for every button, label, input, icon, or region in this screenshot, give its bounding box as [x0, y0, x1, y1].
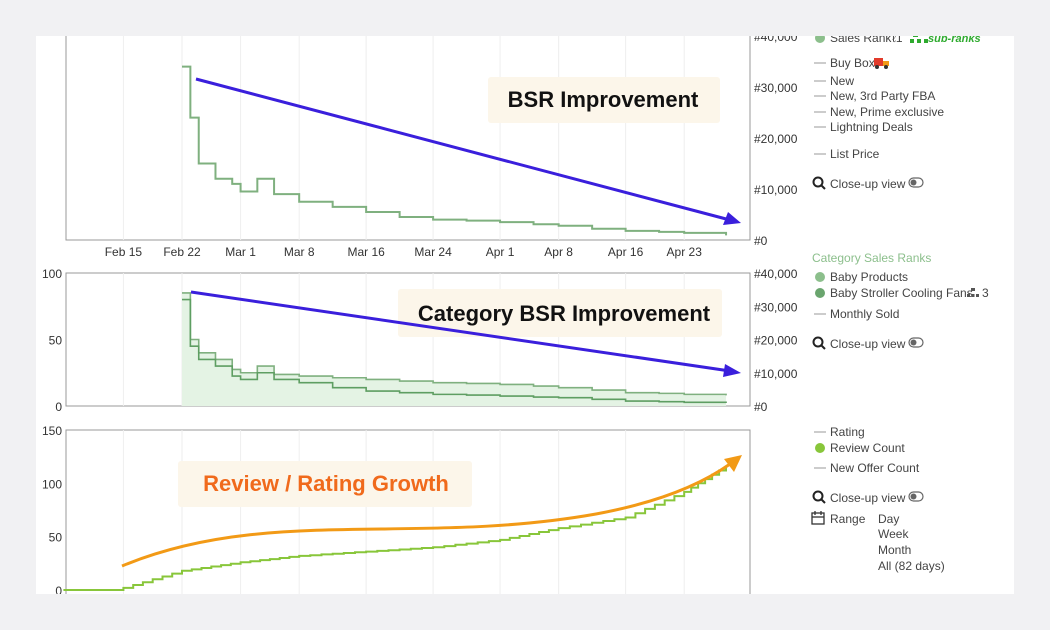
y-tick-label: #0 [754, 234, 768, 248]
y-tick-label: 0 [55, 584, 62, 594]
y-tick-label: #10,000 [754, 367, 798, 381]
legend-cooling-fans[interactable]: Baby Stroller Cooling Fans [830, 286, 973, 300]
growth-arrow-head [724, 455, 742, 472]
category-sales-ranks-head: Category Sales Ranks [812, 251, 931, 265]
x-tick-label: Feb 22 [163, 245, 201, 259]
y-tick-label: 50 [49, 334, 63, 348]
baby-products-line [182, 292, 727, 396]
closeup-toggle[interactable] [908, 337, 924, 348]
category-bsr-annotation: Category BSR Improvement [418, 301, 711, 326]
y-tick-label: #30,000 [754, 81, 798, 95]
cooling-fans-dot [815, 288, 825, 298]
trend-arrow-line [195, 77, 731, 222]
review-growth-annotation: Review / Rating Growth [203, 471, 449, 496]
legend-baby-products[interactable]: Baby Products [830, 270, 908, 284]
legend-new[interactable]: New [830, 74, 854, 88]
y-tick-label: #20,000 [754, 334, 798, 348]
magnifier-icon[interactable] [812, 336, 826, 350]
x-tick-label: Feb 15 [105, 245, 143, 259]
legend-lightning-deals[interactable]: Lightning Deals [830, 120, 913, 134]
review-count-line [63, 466, 727, 591]
calendar-icon [811, 511, 825, 525]
category-rank-panel: 0 50 100 #0 #10,000 #20,000 #30,000 #40,000 Ca… [42, 267, 798, 414]
x-tick-label: Mar 16 [347, 245, 385, 259]
bsr-annotation: BSR Improvement [508, 87, 699, 112]
range-label: Range [830, 512, 866, 526]
y-tick-label: #40,000 [754, 36, 798, 44]
legend-new-offer-count[interactable]: New Offer Count [830, 461, 920, 475]
annotation-box [488, 77, 720, 123]
y-tick-label: 100 [42, 477, 62, 491]
y-tick-label: #30,000 [754, 300, 798, 314]
cooling-fans-count: 3 [982, 286, 989, 300]
range-week[interactable]: Week [878, 527, 909, 541]
legend-monthly-sold[interactable]: Monthly Sold [830, 307, 899, 321]
x-tick-label: Apr 16 [608, 245, 644, 259]
x-tick-label: Mar 1 [225, 245, 256, 259]
y-tick-label: #20,000 [754, 132, 798, 146]
keepa-charts: Feb 15 Feb 22 Mar 1 Mar 8 Mar 16 Mar 24 Apr 1 A… [42, 36, 989, 594]
reviews-legend: Rating Review Count New Offer Count Clos… [811, 425, 945, 573]
trend-arrow-head [723, 364, 741, 377]
y-tick-label: 100 [42, 267, 62, 281]
legend-list-price[interactable]: List Price [830, 147, 880, 161]
sub-ranks-link[interactable]: sub-ranks [928, 36, 981, 45]
trend-arrow-head [723, 212, 741, 225]
closeup-view-label[interactable]: Close-up view [830, 177, 906, 191]
cooling-fans-line [182, 298, 727, 404]
x-tick-label: Apr 23 [667, 245, 703, 259]
sub-ranks-icon[interactable] [910, 36, 928, 43]
legend-new-prime[interactable]: New, Prime exclusive [830, 105, 944, 119]
growth-arrow-line [121, 462, 731, 568]
sales-rank-legend: Sales Rank ℓ1 sub-ranks Buy Box New New,… [812, 36, 981, 191]
sort-icon[interactable]: ℓ1 [892, 36, 903, 45]
legend-rating[interactable]: Rating [830, 425, 865, 439]
legend-new-fba[interactable]: New, 3rd Party FBA [830, 89, 935, 103]
range-all[interactable]: All (82 days) [878, 559, 945, 573]
x-tick-label: Mar 8 [284, 245, 315, 259]
review-count-dot [815, 443, 825, 453]
y-tick-label: #0 [754, 400, 768, 414]
y-tick-label: 50 [49, 531, 63, 545]
legend-buy-box[interactable]: Buy Box [830, 56, 875, 70]
closeup-view-label[interactable]: Close-up view [830, 337, 906, 351]
legend-review-count[interactable]: Review Count [830, 441, 905, 455]
hierarchy-icon [967, 288, 979, 297]
chart-card: Feb 15 Feb 22 Mar 1 Mar 8 Mar 16 Mar 24 Apr 1 A… [36, 36, 1014, 594]
x-tick-label: Apr 8 [544, 245, 573, 259]
sales-rank-dot [815, 36, 825, 43]
y-tick-label: #40,000 [754, 267, 798, 281]
magnifier-icon[interactable] [812, 176, 826, 190]
y-tick-label: #10,000 [754, 183, 798, 197]
baby-products-dot [815, 272, 825, 282]
magnifier-icon[interactable] [812, 490, 826, 504]
reviews-plot-area [65, 429, 751, 594]
closeup-view-label[interactable]: Close-up view [830, 491, 906, 505]
x-tick-label: Mar 24 [414, 245, 452, 259]
closeup-toggle[interactable] [908, 177, 924, 188]
sales-rank-panel: Feb 15 Feb 22 Mar 1 Mar 8 Mar 16 Mar 24 Apr 1 A… [65, 36, 798, 259]
truck-icon [874, 58, 889, 69]
legend-sales-rank[interactable]: Sales Rank [830, 36, 892, 45]
trend-arrow-line [190, 290, 731, 373]
category-legend: Category Sales Ranks Baby Products Baby … [812, 251, 989, 351]
annotation-box [178, 461, 472, 507]
sales-rank-plot-area [65, 36, 751, 241]
category-area-fill [182, 292, 727, 406]
sales-rank-line [182, 65, 728, 236]
reviews-panel: 0 50 100 150 Review / Rating Growth [42, 424, 751, 594]
annotation-box [398, 289, 722, 337]
y-tick-label: 150 [42, 424, 62, 438]
range-day[interactable]: Day [878, 512, 899, 526]
y-tick-label: 0 [55, 400, 62, 414]
closeup-toggle[interactable] [908, 491, 924, 502]
x-tick-label: Apr 1 [486, 245, 515, 259]
range-month[interactable]: Month [878, 543, 911, 557]
